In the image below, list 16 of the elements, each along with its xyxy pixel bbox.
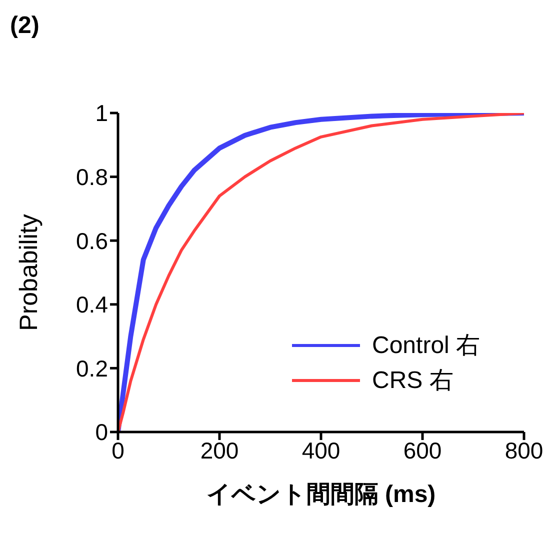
legend-label: Control 右: [372, 331, 480, 361]
y-tick-label: 0.4: [76, 292, 108, 318]
x-tick-label: 0: [112, 437, 124, 464]
x-tick-label: 200: [200, 437, 239, 464]
legend-label: CRS 右: [372, 366, 454, 396]
y-tick-label: 0.8: [76, 164, 108, 190]
chart-title: (2): [10, 12, 40, 40]
y-tick-label: 0: [95, 419, 108, 446]
x-axis-title: イベント間間隔 (ms): [206, 481, 436, 508]
y-tick-label: 1: [95, 100, 108, 126]
x-tick-label: 400: [302, 437, 340, 464]
x-tick-label: 800: [504, 437, 544, 464]
x-tick-label: 600: [403, 437, 442, 464]
y-tick-label: 0.6: [76, 228, 108, 254]
y-tick-label: 0.2: [76, 355, 108, 382]
y-axis-title: Probability: [14, 214, 43, 331]
